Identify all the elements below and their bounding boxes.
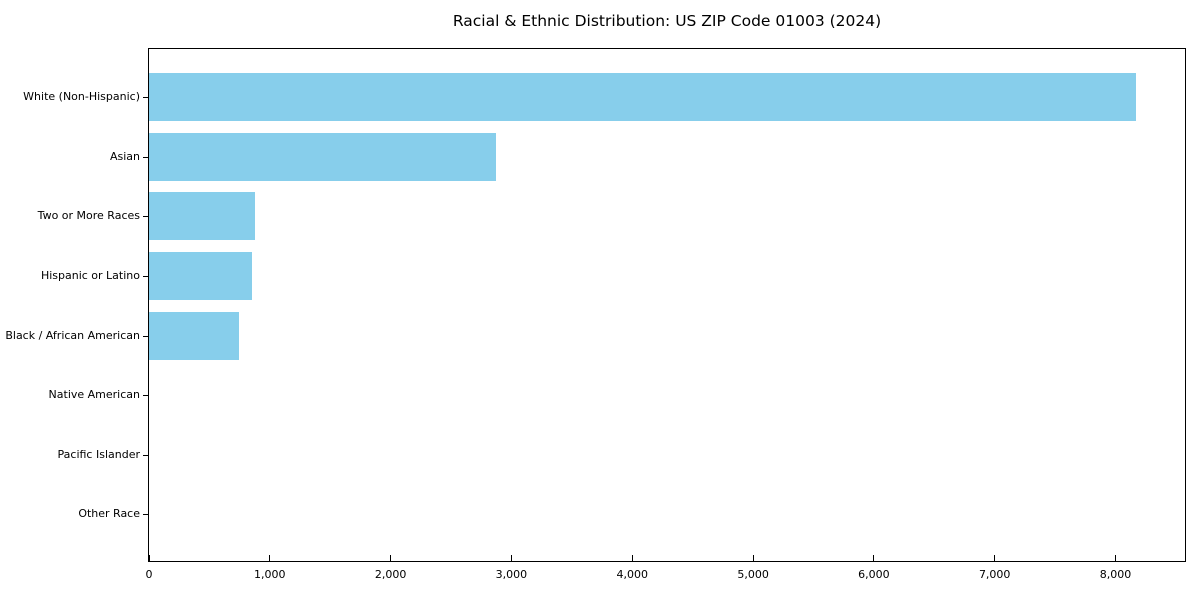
x-axis-label: 0 bbox=[145, 568, 153, 581]
y-tick-mark bbox=[143, 395, 148, 396]
y-tick-mark bbox=[143, 216, 148, 217]
bar-2 bbox=[149, 192, 255, 241]
y-axis-label: Other Race bbox=[78, 507, 140, 521]
x-tick-mark bbox=[269, 555, 271, 561]
y-axis-label: Pacific Islander bbox=[57, 447, 140, 461]
chart-title: Racial & Ethnic Distribution: US ZIP Cod… bbox=[452, 12, 882, 30]
x-axis-label: 7,000 bbox=[978, 568, 1011, 581]
y-axis-label: Hispanic or Latino bbox=[40, 268, 140, 282]
x-tick-mark bbox=[752, 555, 754, 561]
x-axis-label: 8,000 bbox=[1099, 568, 1132, 581]
y-axis-label: Black / African American bbox=[5, 328, 140, 342]
bar-4 bbox=[149, 311, 239, 360]
x-axis-label: 5,000 bbox=[737, 568, 769, 581]
y-tick-mark bbox=[143, 514, 148, 515]
x-axis-label: 6,000 bbox=[858, 568, 890, 581]
y-axis-label: Asian bbox=[109, 149, 140, 163]
x-tick-mark bbox=[390, 555, 392, 561]
bar-3 bbox=[149, 251, 252, 300]
x-tick-mark bbox=[873, 555, 875, 561]
y-tick-mark bbox=[143, 276, 148, 277]
x-axis-label: 2,000 bbox=[374, 568, 407, 581]
x-tick-mark bbox=[631, 555, 633, 561]
y-axis-label: White (Non-Hispanic) bbox=[23, 90, 140, 104]
x-axis-label: 4,000 bbox=[616, 568, 649, 581]
y-tick-mark bbox=[143, 455, 148, 456]
x-tick-mark bbox=[1115, 555, 1116, 561]
bar-0 bbox=[149, 73, 1137, 122]
bar-1 bbox=[149, 132, 496, 181]
y-tick-mark bbox=[143, 97, 148, 98]
y-axis-label: Two or More Races bbox=[37, 209, 140, 223]
y-tick-mark bbox=[143, 336, 148, 337]
x-tick-mark bbox=[510, 555, 512, 561]
x-axis-label: 1,000 bbox=[254, 568, 286, 581]
y-tick-mark bbox=[143, 157, 148, 158]
x-tick-mark bbox=[148, 555, 150, 561]
plot-area bbox=[148, 48, 1186, 562]
x-axis-label: 3,000 bbox=[495, 568, 528, 581]
y-axis-label: Native American bbox=[48, 388, 140, 402]
x-tick-mark bbox=[994, 555, 996, 561]
